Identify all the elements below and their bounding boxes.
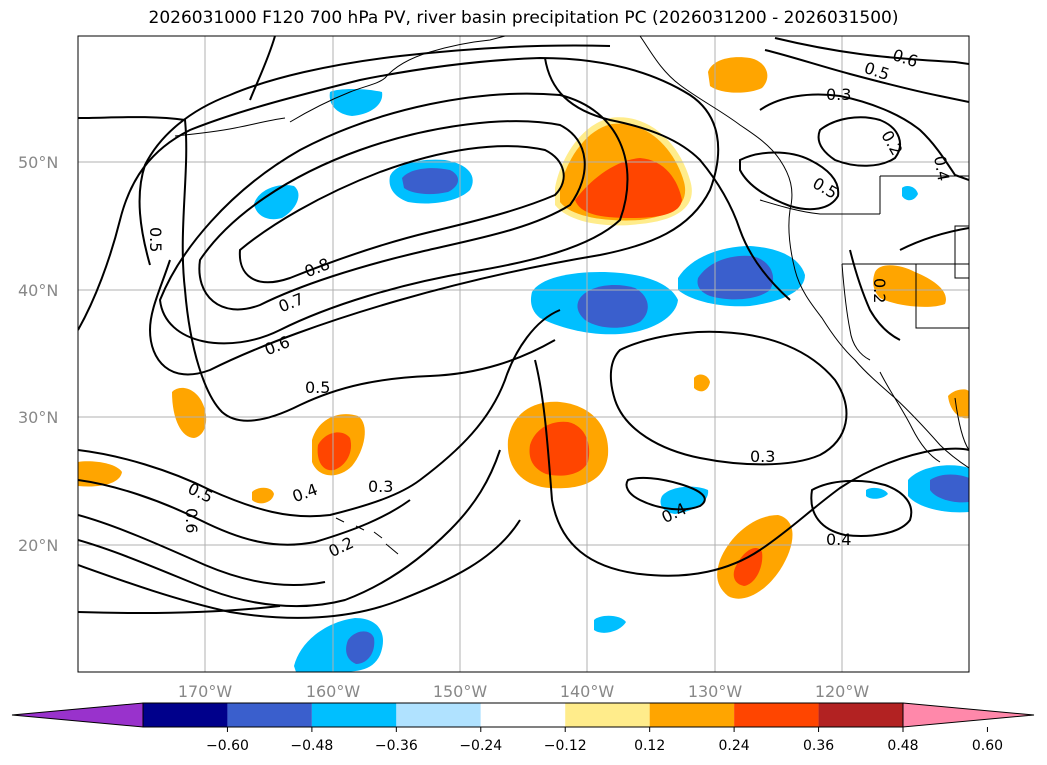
precip-blob [708,57,768,93]
precip-blob [317,432,352,471]
precip-anomaly-shading [78,57,969,672]
colorbar-tick-label: 0.48 [887,738,918,754]
colorbar-swatch [311,703,397,727]
colorbar-swatch [396,703,481,727]
pv-contour-label: 0.2 [877,127,906,159]
precip-blob [594,615,626,633]
map-title: 2026031000 F120 700 hPa PV, river basin … [148,8,899,28]
pv-contour-label: 0.5 [862,58,892,84]
lat-label: 50°N [18,153,58,172]
lon-label: 170°W [178,682,233,701]
pv-contour-label: 0.6 [182,508,201,533]
colorbar-tick-label: −0.48 [290,738,333,754]
precip-blob [172,387,207,438]
precip-blob [930,474,969,503]
colorbar-swatch [734,703,819,727]
precip-blob [948,389,969,419]
colorbar-swatch [227,703,312,727]
precip-blob [697,255,774,300]
pv-contour-label: 0.7 [276,289,307,316]
colorbar-tick-label: −0.60 [206,738,249,754]
pv-contour-label: 0.6 [890,45,920,71]
precip-blob [577,285,648,328]
colorbar-tick-label: −0.36 [375,738,418,754]
pv-contour-label: 0.3 [826,85,851,104]
colorbar-swatch [480,703,566,727]
colorbar-tick-label: −0.24 [459,738,502,754]
colorbar-tick-label: 0.12 [634,738,665,754]
colorbar-swatch [143,703,228,727]
precip-blob [329,89,383,116]
pv-contour-label: 0.2 [870,278,889,303]
pv-contour-label: 0.4 [290,480,320,507]
lon-label: 120°W [815,682,870,701]
colorbar-tick-label: 0.60 [972,738,1003,754]
longitude-labels: 170°W 160°W 150°W 140°W 130°W 120°W [178,682,870,701]
pv-contour-label: 0.5 [305,378,330,397]
precip-blob [254,184,299,220]
precip-blob [346,631,375,664]
colorbar-extend-max [902,702,1035,728]
pv-contour-label: 0.4 [826,530,851,549]
lat-label: 30°N [18,408,58,427]
map-area: 0.8 0.7 0.6 0.5 0.5 0.5 0.6 0.4 0.3 0.2 … [78,36,969,672]
colorbar-extend-min [11,702,144,728]
precip-blob [902,186,918,201]
colorbar-swatch [565,703,650,727]
pv-contour-label: 0.3 [368,477,393,496]
colorbar-swatch [649,703,735,727]
colorbar-tick-label: 0.36 [803,738,834,754]
lon-label: 160°W [306,682,361,701]
precip-blob [733,547,763,586]
pv-contours [78,36,969,619]
lat-label: 20°N [18,536,58,555]
colorbar-tick-label: 0.24 [719,738,750,754]
lon-label: 140°W [560,682,615,701]
colorbar-outline [142,702,904,728]
lon-label: 150°W [433,682,488,701]
precip-blob [866,487,888,499]
colorbar-swatch [818,703,903,727]
lon-label: 130°W [688,682,743,701]
graticule [78,36,969,672]
pv-contour-label: 0.5 [185,479,216,507]
precip-blob [694,374,710,392]
colorbar: −0.60 −0.48 −0.36 −0.24 −0.12 0.12 0.24 0.36 0.4… [11,702,1035,754]
precip-blob [252,487,274,504]
latitude-labels: 50°N 40°N 30°N 20°N [18,153,58,555]
coastlines [174,36,969,555]
colorbar-tick-label: −0.12 [544,738,587,754]
precip-blob [402,168,459,195]
map-frame [77,35,970,673]
precip-blob [529,421,590,476]
precip-blob [575,158,682,218]
lat-label: 40°N [18,281,58,300]
precip-blob [873,265,946,307]
pv-contour-label: 0.3 [750,447,775,466]
precip-blob [78,461,122,487]
pv-contour-label: 0.4 [930,154,953,182]
pv-contour-label: 0.5 [146,227,165,252]
